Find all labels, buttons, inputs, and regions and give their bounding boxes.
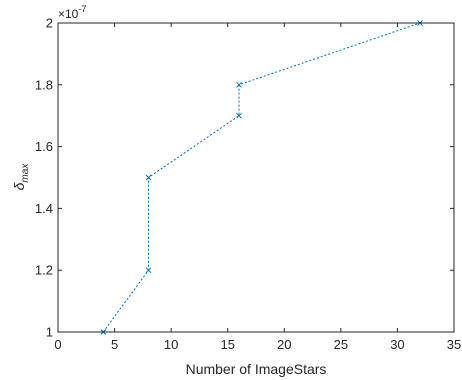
y-exponent-base: ×10 [58, 7, 79, 21]
x-axis-label: Number of ImageStars [186, 361, 327, 377]
x-tick-label: 0 [54, 337, 61, 352]
y-tick-label: 1.6 [35, 139, 53, 154]
data-point-marker [145, 174, 152, 181]
y-tick-label: 1.2 [35, 263, 53, 278]
series-line [102, 22, 421, 333]
data-point-marker [236, 112, 242, 119]
y-exponent-power: -7 [78, 4, 86, 14]
x-tick-label: 30 [390, 337, 404, 352]
x-tick-label: 15 [220, 337, 234, 352]
plot-area [58, 23, 454, 332]
y-tick-label: 2 [46, 16, 53, 31]
x-tick-label: 20 [277, 337, 291, 352]
y-axis-label-base: δ [11, 182, 27, 190]
y-exponent-label: ×10-7 [58, 4, 86, 21]
x-tick-label: 35 [447, 337, 461, 352]
x-tick-label: 5 [111, 337, 118, 352]
y-tick-label: 1 [46, 325, 53, 340]
y-axis-label: δmax [11, 163, 31, 191]
y-tick-label: 1.8 [35, 77, 53, 92]
y-tick-label: 1.4 [35, 201, 53, 216]
data-point-marker [145, 267, 152, 274]
x-tick-label: 10 [164, 337, 178, 352]
y-axis-label-sub: max [20, 163, 31, 183]
data-point-marker [236, 81, 242, 88]
axes-layer: 0 5 10 15 20 25 30 35 1 1.2 1.4 1.6 1.8 2 [35, 16, 461, 353]
axes-box [57, 22, 455, 333]
x-tick-label: 25 [334, 337, 348, 352]
